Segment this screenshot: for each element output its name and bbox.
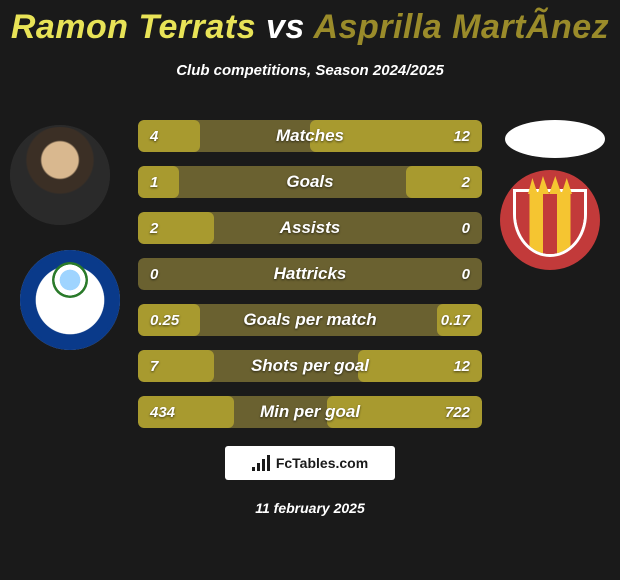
bar-row-matches: 412Matches — [138, 120, 482, 152]
bar-value-left: 434 — [138, 396, 187, 428]
brand-text: FcTables.com — [276, 455, 368, 471]
club-badge-left — [20, 250, 120, 350]
bar-row-goals-per-match: 0.250.17Goals per match — [138, 304, 482, 336]
comparison-bars: 412Matches12Goals20Assists00Hattricks0.2… — [138, 120, 482, 428]
bar-value-right: 12 — [441, 350, 482, 382]
bar-value-left: 0.25 — [138, 304, 191, 336]
bar-row-hattricks: 00Hattricks — [138, 258, 482, 290]
bar-value-right: 12 — [441, 120, 482, 152]
bar-row-goals: 12Goals — [138, 166, 482, 198]
bar-row-shots-per-goal: 712Shots per goal — [138, 350, 482, 382]
bar-value-left: 1 — [138, 166, 170, 198]
player2-photo-placeholder — [505, 120, 605, 158]
title-player1: Ramon Terrats — [11, 8, 256, 46]
brand-badge: FcTables.com — [225, 446, 395, 480]
title-player2: Asprilla MartÃ­nez — [313, 8, 609, 46]
bar-value-right: 722 — [433, 396, 482, 428]
bar-value-left: 0 — [138, 258, 170, 290]
bar-value-left: 7 — [138, 350, 170, 382]
bar-value-right: 0 — [450, 258, 482, 290]
player1-photo — [10, 125, 110, 225]
title-vs: vs — [266, 8, 305, 46]
page-title: Ramon Terrats vs Asprilla MartÃ­nez — [0, 8, 620, 47]
bar-value-left: 4 — [138, 120, 170, 152]
bar-value-right: 0.17 — [429, 304, 482, 336]
bar-row-assists: 20Assists — [138, 212, 482, 244]
bar-value-right: 2 — [450, 166, 482, 198]
club-badge-right — [500, 170, 600, 270]
date-label: 11 february 2025 — [0, 500, 620, 516]
bar-row-min-per-goal: 434722Min per goal — [138, 396, 482, 428]
bar-value-right: 0 — [450, 212, 482, 244]
subtitle: Club competitions, Season 2024/2025 — [0, 62, 620, 79]
bar-value-left: 2 — [138, 212, 170, 244]
bar-chart-icon — [252, 455, 270, 471]
bar-base — [138, 258, 482, 290]
